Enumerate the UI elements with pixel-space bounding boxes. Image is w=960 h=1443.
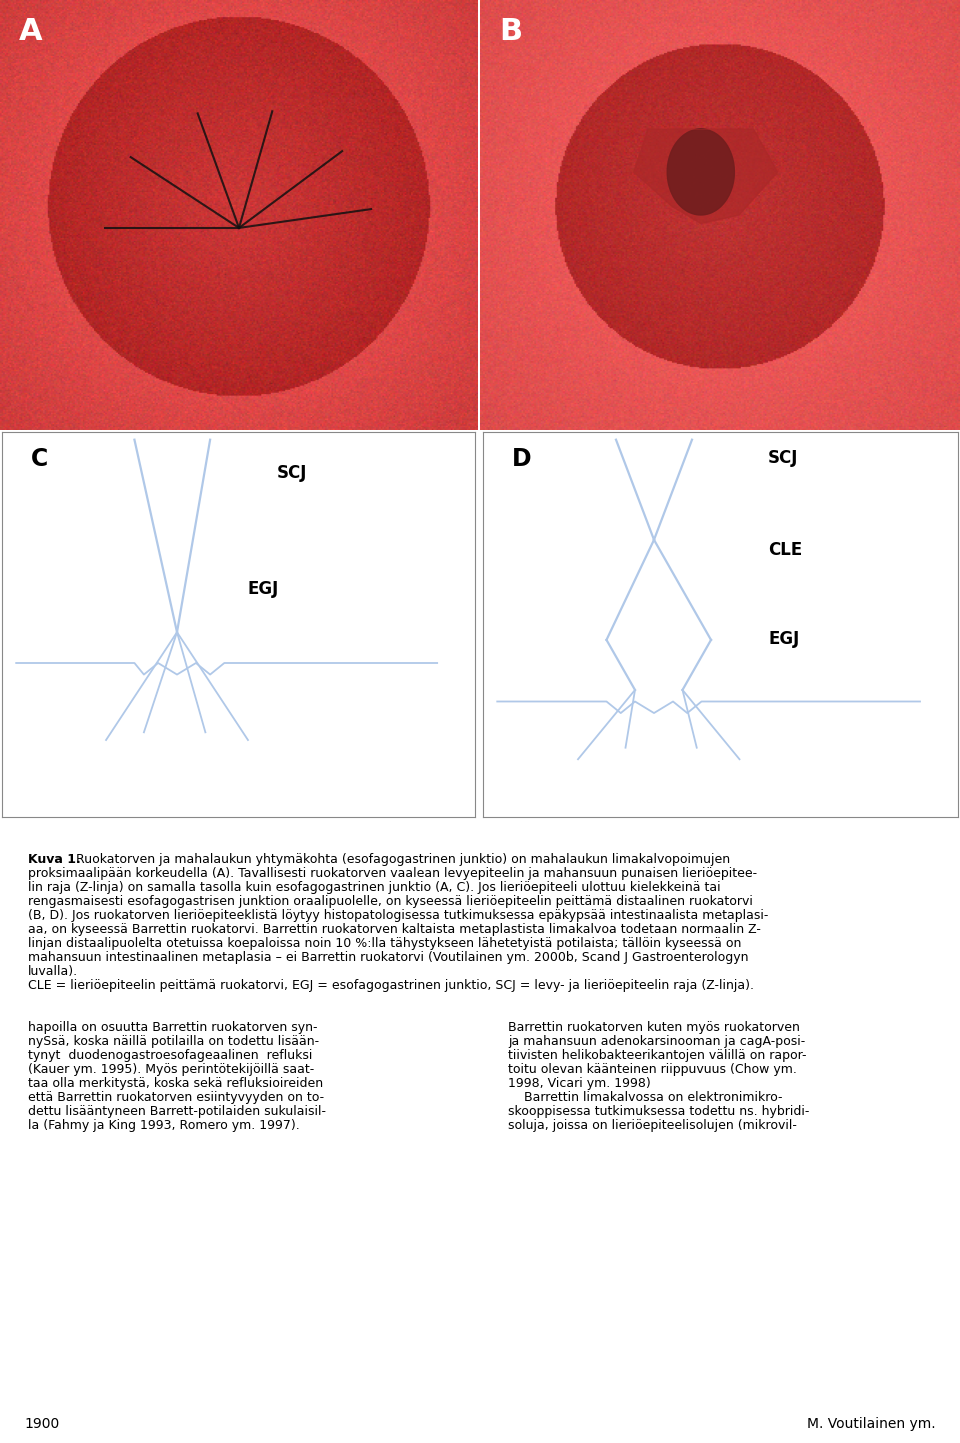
Text: M. Voutilainen ym.: M. Voutilainen ym. <box>807 1417 936 1431</box>
Text: la (Fahmy ja King 1993, Romero ym. 1997).: la (Fahmy ja King 1993, Romero ym. 1997)… <box>28 1118 300 1131</box>
Text: ja mahansuun adenokarsinooman ja cagA-posi-: ja mahansuun adenokarsinooman ja cagA-po… <box>508 1035 805 1048</box>
Text: C: C <box>31 447 48 472</box>
Text: A: A <box>19 17 43 46</box>
Text: proksimaalipään korkeudella (A). Tavallisesti ruokatorven vaalean levyepiteelin : proksimaalipään korkeudella (A). Tavalli… <box>28 867 757 880</box>
Text: aa, on kyseessä Barrettin ruokatorvi. Barrettin ruokatorven kaltaista metaplasti: aa, on kyseessä Barrettin ruokatorvi. Ba… <box>28 924 761 937</box>
Text: CLE: CLE <box>768 541 803 560</box>
Text: luvalla).: luvalla). <box>28 965 78 978</box>
Text: SCJ: SCJ <box>276 465 306 482</box>
Text: Barrettin ruokatorven kuten myös ruokatorven: Barrettin ruokatorven kuten myös ruokato… <box>508 1022 800 1035</box>
Text: D: D <box>512 447 531 472</box>
Text: B: B <box>499 17 522 46</box>
Text: CLE = lieriöepiteelin peittämä ruokatorvi, EGJ = esofagogastrinen junktio, SCJ =: CLE = lieriöepiteelin peittämä ruokatorv… <box>28 978 754 991</box>
Text: (Kauer ym. 1995). Myös perintötekijöillä saat-: (Kauer ym. 1995). Myös perintötekijöillä… <box>28 1063 314 1076</box>
Text: soluja, joissa on lieriöepiteelisolujen (mikrovil-: soluja, joissa on lieriöepiteelisolujen … <box>508 1118 797 1131</box>
Text: EGJ: EGJ <box>248 580 279 597</box>
Text: että Barrettin ruokatorven esiintyvyyden on to-: että Barrettin ruokatorven esiintyvyyden… <box>28 1091 324 1104</box>
Text: mahansuun intestinaalinen metaplasia – ei Barrettin ruokatorvi (Voutilainen ym. : mahansuun intestinaalinen metaplasia – e… <box>28 951 749 964</box>
Text: linjan distaalipuolelta otetuissa koepaloissa noin 10 %:lla tähystykseen lähetet: linjan distaalipuolelta otetuissa koepal… <box>28 937 741 949</box>
Text: (B, D). Jos ruokatorven lieriöepiteeklistä löytyy histopatologisessa tutkimukses: (B, D). Jos ruokatorven lieriöepiteeklis… <box>28 909 768 922</box>
Polygon shape <box>634 128 778 224</box>
Text: Kuva 1.: Kuva 1. <box>28 853 81 866</box>
Polygon shape <box>667 128 734 215</box>
Text: lin raja (Z-linja) on samalla tasolla kuin esofagogastrinen junktio (A, C). Jos : lin raja (Z-linja) on samalla tasolla ku… <box>28 882 721 895</box>
Text: Barrettin limakalvossa on elektronimikro-: Barrettin limakalvossa on elektronimikro… <box>508 1091 782 1104</box>
Text: skooppisessa tutkimuksessa todettu ns. hybridi-: skooppisessa tutkimuksessa todettu ns. h… <box>508 1105 809 1118</box>
Text: EGJ: EGJ <box>768 629 800 648</box>
Text: nySsä, koska näillä potilailla on todettu lisään-: nySsä, koska näillä potilailla on todett… <box>28 1035 319 1048</box>
Text: Ruokatorven ja mahalaukun yhtymäkohta (esofagogastrinen junktio) on mahalaukun l: Ruokatorven ja mahalaukun yhtymäkohta (e… <box>76 853 731 866</box>
Text: tynyt  duodenogastroesofageaalinen  refluksi: tynyt duodenogastroesofageaalinen refluk… <box>28 1049 312 1062</box>
Text: 1900: 1900 <box>24 1417 60 1431</box>
Text: rengasmaisesti esofagogastrisen junktion oraalipuolelle, on kyseessä lieriöepite: rengasmaisesti esofagogastrisen junktion… <box>28 895 753 908</box>
Text: toitu olevan käänteinen riippuvuus (Chow ym.: toitu olevan käänteinen riippuvuus (Chow… <box>508 1063 797 1076</box>
Text: tiivisten helikobakteerikantojen välillä on rapor-: tiivisten helikobakteerikantojen välillä… <box>508 1049 806 1062</box>
Text: dettu lisääntyneen Barrett-potilaiden sukulaisil-: dettu lisääntyneen Barrett-potilaiden su… <box>28 1105 326 1118</box>
Text: SCJ: SCJ <box>768 449 799 466</box>
Text: taa olla merkitystä, koska sekä refluksioireiden: taa olla merkitystä, koska sekä refluksi… <box>28 1076 324 1089</box>
Text: 1998, Vicari ym. 1998): 1998, Vicari ym. 1998) <box>508 1076 651 1089</box>
Text: hapoilla on osuutta Barrettin ruokatorven syn-: hapoilla on osuutta Barrettin ruokatorve… <box>28 1022 318 1035</box>
